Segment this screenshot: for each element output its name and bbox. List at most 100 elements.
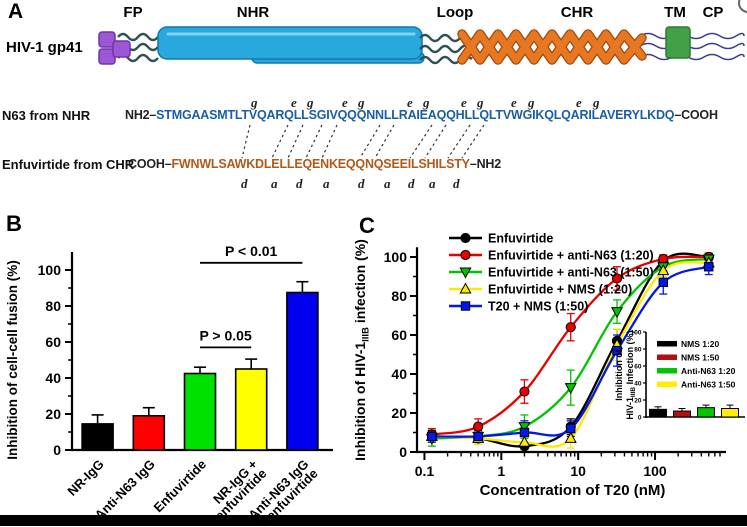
marker-triangle-down: [459, 267, 472, 279]
panel-c-x-axis-title: Concentration of T20 (nM): [480, 482, 666, 499]
heptad-letter: e: [407, 95, 413, 110]
n63-sequence: NH2–STMGAASMTLTVQARQLLSGIVQQQNNLLRAIEAQQ…: [125, 108, 718, 122]
marker-circle: [565, 322, 576, 333]
heptad-letter: e: [511, 95, 517, 110]
heptad-letter: a: [429, 176, 436, 191]
marker-triangle-down: [610, 307, 624, 319]
bar: [286, 291, 319, 451]
inset-legend-swatch: [657, 341, 677, 347]
protein-label: HIV-1 gp41: [6, 39, 83, 56]
nhr-domain: [157, 26, 425, 64]
domain-label-loop: Loop: [437, 4, 474, 21]
heptad-letter: d: [241, 176, 248, 191]
heptad-letter: e: [291, 95, 297, 110]
inset-legend-label: NMS 1:50: [681, 353, 720, 363]
y-tick-label: 100: [38, 262, 62, 278]
residue-pairing-line: [271, 124, 289, 159]
heptad-letter: g: [423, 95, 430, 110]
inset-bar: [649, 408, 667, 418]
panel-c-legend: Enfuvirtide Enfuvirtide + anti-N63 (1:20)…: [449, 232, 654, 314]
chr-domain: [457, 29, 647, 65]
inset-legend-label: Anti-N63 1:20: [681, 366, 736, 376]
marker-triangle-up: [518, 435, 531, 447]
residue-pairing-line: [359, 124, 381, 159]
inset-y-tick-label: 60: [634, 364, 642, 371]
residue-pairing-line: [409, 124, 433, 159]
panel-c-y-axis-title: Inhibition of HIV-1IIIB infection (%): [352, 239, 372, 461]
inset-y-tick-label: 40: [634, 381, 642, 388]
panel-b-chart: B 0 20 40 60 80 100 Inhibition of cell-cell fu…: [5, 211, 333, 527]
n63-row-label: N63 from NHR: [2, 108, 91, 123]
heptad-letter: e: [576, 95, 582, 110]
p-value-label: P > 0.05: [199, 327, 252, 343]
domain-label-chr: CHR: [561, 4, 594, 21]
inset-legend-label: Anti-N63 1:50: [681, 380, 736, 390]
heptad-letter: d: [358, 176, 365, 191]
marker-triangle-up: [657, 264, 670, 276]
inset-y-tick-label: 20: [634, 398, 642, 405]
enfuvirtide-row-label: Enfuvirtide from CHR: [2, 157, 135, 172]
legend-label: Enfuvirtide + anti-N63 (1:20): [488, 249, 654, 263]
marker-triangle-down: [518, 422, 531, 434]
residue-pairing-line: [287, 124, 304, 159]
inset-bar: [673, 410, 691, 418]
heptad-letter: g: [593, 95, 600, 110]
marker-triangle-down: [564, 383, 577, 395]
marker-square: [612, 345, 622, 356]
legend-label: Enfuvirtide + anti-N63 (1:50): [488, 266, 654, 280]
marker-circle: [519, 386, 530, 397]
enfuvirtide-sequence: COOH–FWNWLSAWKDLELLEQENKEQQNQSEEILSHILST…: [128, 157, 501, 171]
heptad-letter: e: [461, 95, 467, 110]
domain-label-fp: FP: [123, 4, 142, 21]
panel-a-label: A: [8, 0, 23, 23]
legend-label: T20 + NMS (1:50): [488, 300, 588, 314]
y-tick-label: 20: [391, 405, 407, 421]
x-tick-label: 0.1: [415, 463, 435, 479]
marker-square: [473, 431, 483, 442]
panel-b-label: B: [6, 211, 22, 236]
panel-b-y-axis-title: Inhibition of cell-cell fusion (%): [5, 260, 20, 460]
cp-tails: [639, 32, 745, 61]
enf-suffix: –NH2: [469, 157, 501, 171]
residue-pairing-line: [241, 124, 251, 159]
x-category-label: NR-IgG: [64, 457, 106, 499]
marker-triangle-up: [564, 431, 577, 443]
heptad-letter: a: [384, 176, 391, 191]
y-tick-label: 60: [391, 327, 407, 343]
enfuvirtide-sequence-row: Enfuvirtide from CHR: [2, 157, 134, 172]
heptad-letter: g: [358, 95, 365, 110]
heptad-letter: g: [477, 95, 484, 110]
enf-seq-text: FWNWLSAWKDLELLEQENKEQQNQSEEILSHILSTY: [171, 157, 470, 171]
inset-y-tick-label: 100: [631, 330, 642, 337]
y-tick-label: 60: [45, 334, 61, 350]
enf-prefix: COOH–: [128, 157, 172, 171]
y-tick-label: 80: [45, 298, 61, 314]
y-tick-label: 100: [384, 249, 408, 265]
p-value-label: P < 0.01: [225, 243, 278, 259]
y-tick-label: 0: [53, 442, 61, 458]
heptad-letter: a: [323, 176, 330, 191]
inset-bar: [697, 407, 715, 418]
heptad-letter: e: [342, 95, 348, 110]
domain-label-cp: CP: [703, 4, 724, 21]
marker-square: [460, 301, 471, 311]
heptad-letter: d: [408, 176, 415, 191]
marker-circle: [473, 421, 484, 432]
tm-domain: [665, 26, 691, 59]
domain-label-tm: TM: [664, 4, 686, 21]
inset-legend-label: NMS 1:20: [681, 339, 720, 349]
heptad-letter: g: [251, 95, 258, 110]
residue-pairing-line: [461, 124, 485, 159]
n63-sequence-row: N63 from NHR: [2, 108, 90, 123]
residue-connectors: [241, 124, 485, 159]
domain-label-nhr: NHR: [237, 4, 270, 21]
y-tick-label: 40: [391, 366, 407, 382]
inset-legend-swatch: [657, 381, 677, 387]
heptad-letter: d: [296, 176, 303, 191]
line-chart-body: 0 20 40 60 80 100 0.1 1 10 100 Concentration of T2…: [352, 232, 745, 499]
bar: [81, 423, 114, 451]
marker-circle: [460, 249, 471, 261]
